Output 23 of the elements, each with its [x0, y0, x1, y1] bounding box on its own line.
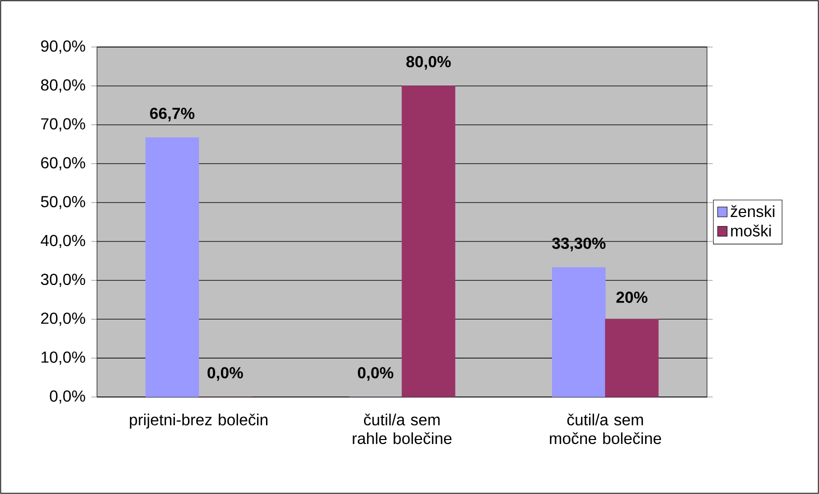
y-tick-label: 90,0% [41, 40, 86, 54]
data-label: 80,0% [406, 56, 451, 70]
bar [552, 267, 606, 397]
y-tick-label: 60,0% [41, 157, 86, 170]
data-label: 0,0% [208, 367, 243, 381]
data-label: 0,0% [358, 367, 394, 381]
x-tick-label: prijetni-brez bolečin [130, 414, 268, 429]
y-tick-label: 70,0% [41, 118, 86, 132]
y-tick-label: 30,0% [40, 274, 86, 287]
data-label: 20% [616, 292, 648, 303]
y-tick-label: 40,0% [40, 234, 86, 248]
legend-label: ženski [730, 205, 774, 218]
x-tick-label: čutil/a sem močne bolečine [550, 414, 662, 444]
data-label: 33,30% [552, 238, 606, 252]
bar [145, 137, 199, 397]
legend-label: moški [731, 224, 771, 236]
data-label: 66,7% [150, 108, 194, 122]
y-tick-label: 0,0% [50, 390, 86, 404]
y-tick-label: 10,0% [42, 352, 86, 365]
y-tick-label: 20,0% [41, 312, 86, 326]
x-tick-label: čutil/a sem rahle bolečine [352, 414, 452, 444]
y-tick-label: 50,0% [40, 196, 86, 210]
y-tick-label: 80,0% [41, 79, 86, 93]
